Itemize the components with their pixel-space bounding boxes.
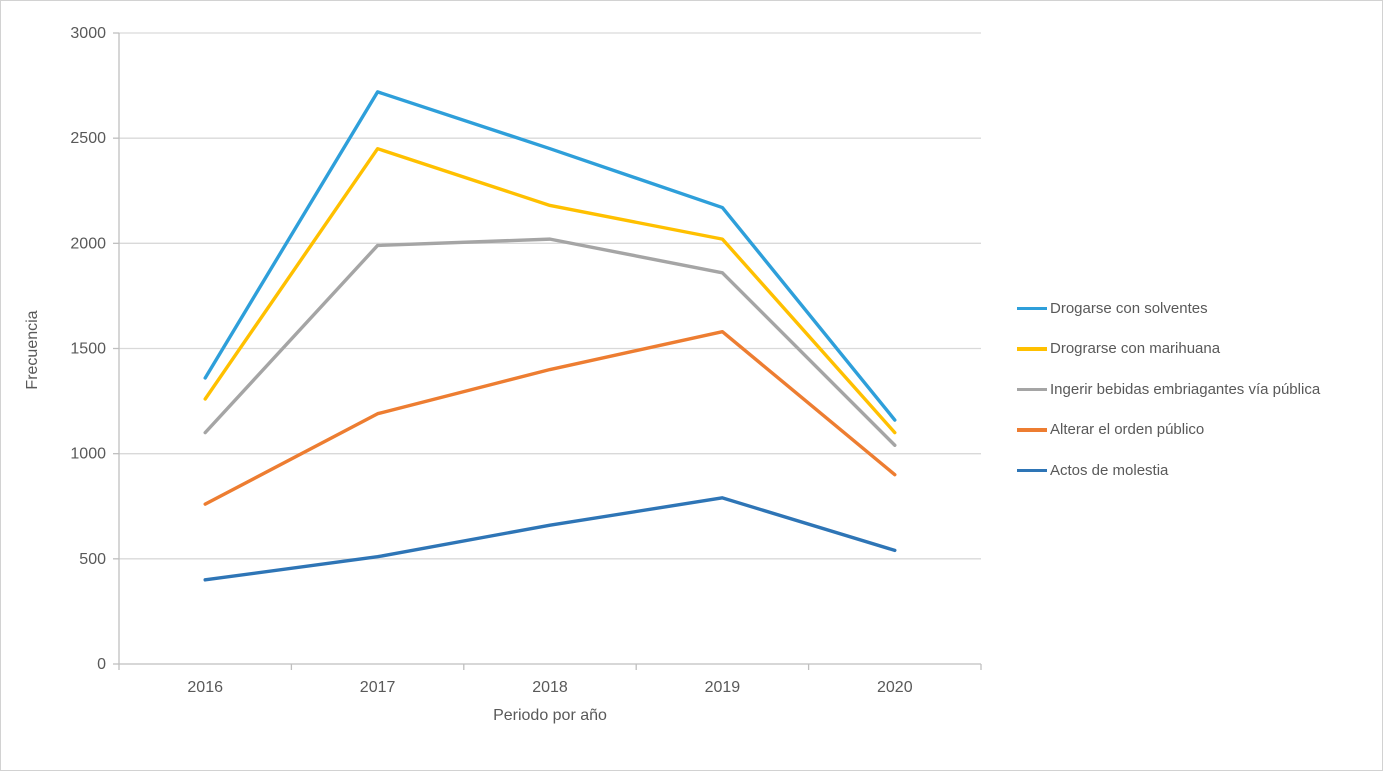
legend-line-swatch	[1017, 428, 1047, 432]
series-line-drogarse-con-solventes	[203, 90, 897, 422]
legend-item: Drograrse con marihuana	[1017, 329, 1320, 370]
y-tick-label: 500	[79, 551, 106, 568]
series-line-alterar-el-orden-p-blico	[203, 329, 897, 506]
y-tick-label: 1000	[70, 446, 106, 463]
y-tick-label: 2500	[70, 130, 106, 147]
chart-legend: Drogarse con solventes Drograrse con mari…	[1017, 288, 1320, 491]
legend-item: Actos de molestia	[1017, 450, 1320, 491]
legend-label: Drogarse con solventes	[1050, 299, 1208, 317]
series-line-drograrse-con-marihuana	[203, 146, 897, 435]
y-tick-label: 0	[97, 656, 106, 673]
x-tick-label: 2016	[187, 679, 223, 696]
x-tick-label: 2020	[877, 679, 913, 696]
legend-item: Drogarse con solventes	[1017, 288, 1320, 329]
legend-line-swatch	[1017, 347, 1047, 351]
legend-label: Alterar el orden público	[1050, 421, 1205, 439]
y-tick-label: 2000	[70, 235, 106, 252]
series-line-actos-de-molestia	[203, 496, 897, 582]
y-tick-label: 1500	[70, 341, 106, 358]
y-axis-title: Frecuencia	[24, 310, 41, 390]
x-axis-title: Periodo por año	[493, 707, 607, 724]
legend-label: Actos de molestia	[1050, 461, 1169, 479]
x-tick-label: 2019	[705, 679, 741, 696]
series-line-ingerir-bebidas-embriagantes-v-a-p-blica	[203, 237, 897, 447]
legend-item: Alterar el orden público	[1017, 410, 1320, 451]
legend-item: Ingerir bebidas embriagantes vía pública	[1017, 369, 1320, 410]
legend-line-swatch	[1017, 468, 1047, 472]
legend-label: Drograrse con marihuana	[1050, 340, 1221, 358]
y-tick-label: 3000	[70, 25, 106, 42]
legend-line-swatch	[1017, 387, 1047, 391]
x-tick-label: 2017	[360, 679, 396, 696]
legend-line-swatch	[1017, 306, 1047, 310]
x-tick-label: 2018	[532, 679, 568, 696]
legend-label: Ingerir bebidas embriagantes vía pública	[1050, 380, 1321, 398]
